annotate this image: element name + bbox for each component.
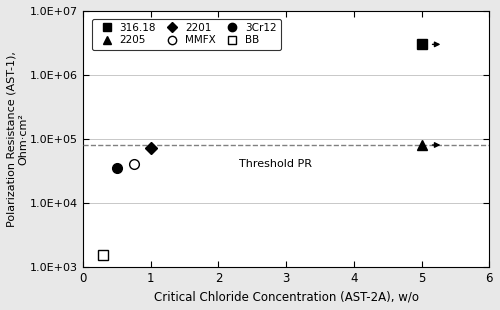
Y-axis label: Polarization Resistance (AST-1),
Ohm·cm²: Polarization Resistance (AST-1), Ohm·cm²	[7, 51, 28, 227]
X-axis label: Critical Chloride Concentration (AST-2A), w/o: Critical Chloride Concentration (AST-2A)…	[154, 290, 418, 303]
Legend: 316.18, 2205, 2201, MMFX, 3Cr12, BB: 316.18, 2205, 2201, MMFX, 3Cr12, BB	[92, 19, 280, 50]
Text: Threshold PR: Threshold PR	[238, 159, 312, 169]
